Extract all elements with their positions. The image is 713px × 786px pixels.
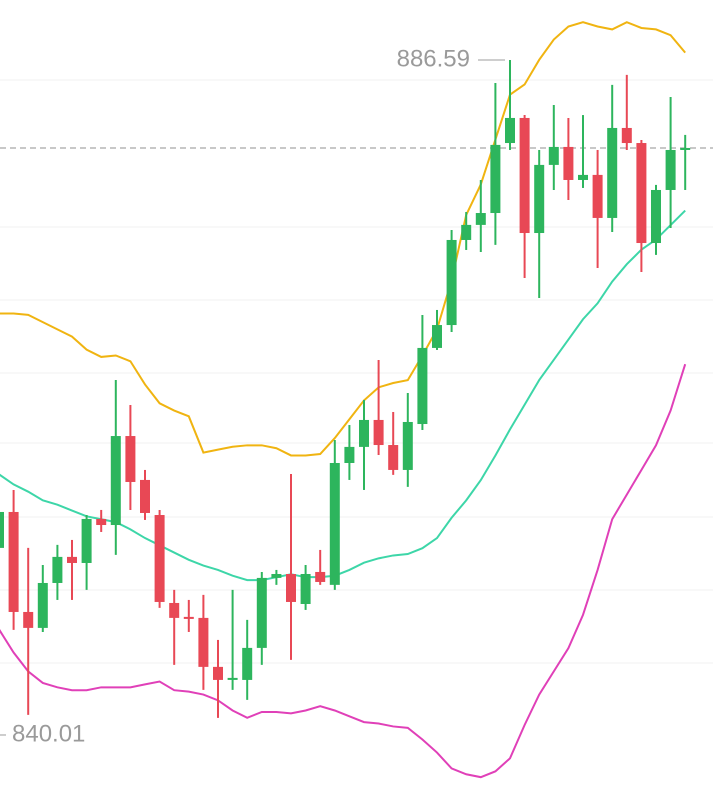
candle-body: [23, 611, 34, 628]
candle-body: [534, 164, 545, 234]
candle-body: [227, 677, 238, 680]
candle-body: [388, 445, 399, 470]
candle-body: [0, 511, 4, 548]
candle-body: [548, 146, 559, 165]
candle-body: [490, 144, 501, 214]
candle-body: [286, 573, 296, 602]
candle-body: [461, 224, 472, 240]
candle-body: [578, 174, 588, 180]
candle-body: [125, 436, 136, 482]
candle-body: [315, 571, 326, 582]
candle-body: [67, 556, 77, 563]
candle-body: [402, 421, 413, 470]
max-label: 886.59: [397, 45, 470, 72]
min-label: 840.01: [12, 720, 85, 747]
candle-body: [359, 419, 369, 447]
background-lines: [0, 79, 713, 664]
candle-body: [680, 147, 691, 150]
candle-body: [519, 117, 530, 234]
candle-body: [329, 462, 340, 585]
candle-body: [140, 479, 150, 513]
candle-body: [373, 419, 384, 446]
candle-body: [37, 582, 48, 628]
candle-body: [154, 515, 165, 602]
candle-body: [96, 518, 107, 526]
candle-body: [52, 556, 63, 583]
candle-body: [81, 518, 92, 563]
candle-body: [592, 174, 603, 218]
candle-body: [110, 436, 121, 526]
candle-body: [417, 347, 428, 425]
candle-body: [621, 127, 632, 144]
candle-body: [169, 602, 180, 618]
candle-body: [8, 511, 19, 612]
candle-body: [300, 573, 311, 604]
candle-body: [607, 127, 618, 218]
candle-body: [213, 666, 223, 680]
candle-body: [256, 577, 267, 648]
candle-body: [183, 616, 194, 619]
candle-body: [563, 146, 574, 180]
band-line: [0, 21, 686, 457]
candle-body: [271, 573, 282, 578]
candle-body: [432, 325, 442, 348]
candle-body: [344, 446, 355, 463]
candle-body: [242, 647, 253, 680]
candle-body: [636, 143, 647, 244]
candle-body: [198, 617, 209, 667]
band-line: [0, 363, 687, 779]
candle-body: [665, 149, 676, 190]
candle-body: [475, 213, 486, 225]
candle-body: [651, 189, 661, 244]
candle-body: [446, 239, 457, 326]
candle-body: [505, 117, 515, 144]
